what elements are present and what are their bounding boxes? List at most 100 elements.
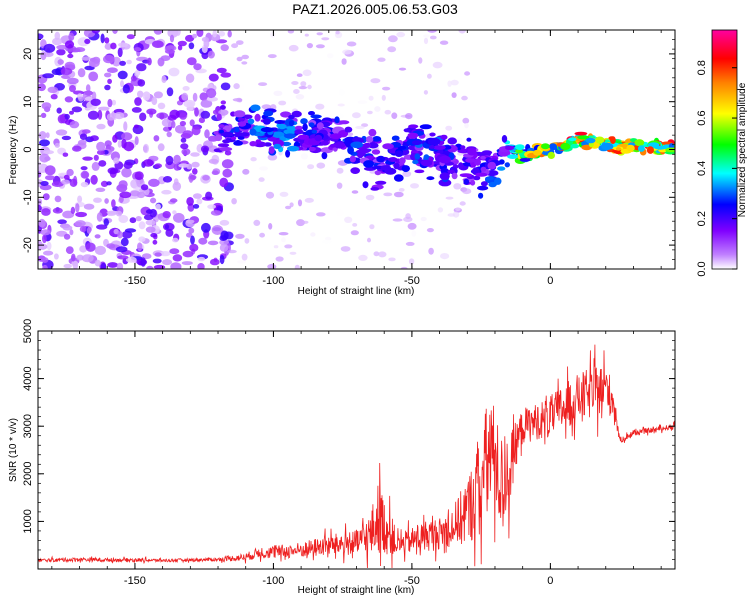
spectrogram-cell [69, 178, 78, 187]
spectrogram-cell [55, 129, 68, 136]
spectrogram-cell [113, 228, 119, 235]
spectrogram-cell [358, 148, 371, 154]
colorbar-tick-label: 0.2 [696, 211, 708, 226]
spectrogram-cell [104, 37, 110, 44]
spectrogram-cell [42, 193, 50, 201]
spectrogram-cell [427, 73, 432, 79]
spectrogram-cell [51, 68, 62, 76]
spectrogram-cell [189, 174, 197, 180]
spectrogram-cell [142, 91, 151, 101]
spectrogram-cell [227, 249, 237, 254]
spectrogram-cell [218, 124, 225, 128]
spectrogram-cell [164, 49, 176, 54]
spectrogram-y-label: Frequency (Hz) [8, 116, 19, 185]
x-tick-label: -100 [262, 575, 284, 587]
spectrogram-cell [437, 207, 444, 213]
y-tick-label: 10 [22, 96, 34, 108]
spectrogram-cell [78, 96, 84, 102]
spectrogram-cell [138, 236, 146, 242]
spectrogram-cell [295, 94, 305, 100]
spectrogram-cell [86, 227, 91, 234]
spectrogram-cell [400, 266, 408, 269]
spectrogram-cell [381, 94, 386, 101]
spectrogram-cell [96, 141, 106, 152]
spectrogram-cell [165, 45, 177, 52]
spectrogram-cell [177, 40, 187, 47]
spectrogram-cell [150, 197, 157, 204]
x-tick-label: -100 [262, 275, 284, 287]
spectrogram-cell [138, 221, 146, 230]
spectrogram-cell [315, 103, 325, 110]
spectrogram-cell [391, 112, 398, 119]
spectrogram-cell [175, 30, 181, 36]
spectrogram-cell [254, 113, 261, 122]
spectrogram-cell [405, 213, 411, 220]
spectrogram-cell [423, 154, 430, 162]
spectrogram-cell [91, 161, 100, 171]
spectrogram-cell [382, 143, 394, 150]
spectrogram-cell [451, 172, 458, 180]
spectrogram-cell [169, 109, 180, 120]
spectrogram-cell [192, 168, 198, 175]
spectrogram-cell [294, 125, 303, 131]
spectrogram-cell [162, 211, 171, 219]
spectrogram-cell [121, 230, 133, 239]
spectrogram-cell [219, 239, 230, 246]
spectrogram-cell [178, 163, 189, 168]
spectrogram-cell [467, 147, 477, 156]
x-tick-label: 0 [547, 275, 553, 287]
spectrogram-cell [116, 262, 124, 269]
spectrogram-cell [324, 236, 332, 241]
spectrogram-cell [626, 144, 635, 152]
colorbar-label: Normalized spectral amplitude [737, 82, 748, 217]
spectrogram-cell [451, 92, 457, 98]
spectrogram-cell [81, 129, 91, 134]
spectrogram-cell [143, 214, 154, 221]
spectrogram-cell [336, 167, 344, 174]
spectrogram-cell [162, 176, 173, 183]
spectrogram-cell [74, 47, 86, 53]
spectrogram-cell [423, 34, 430, 38]
spectrogram-cell [462, 117, 470, 124]
spectrogram-cell [181, 148, 191, 156]
spectrogram-cell [259, 166, 269, 171]
spectrogram-cell [373, 251, 380, 257]
spectrogram-cell [104, 198, 109, 204]
spectrogram-cell [79, 226, 87, 233]
spectrogram-cell [185, 73, 195, 83]
spectrogram-cell [402, 170, 412, 177]
spectrogram-cell [519, 158, 531, 162]
spectrogram-cell [408, 124, 419, 129]
spectrogram-cell [96, 150, 106, 155]
spectrogram-cell [157, 143, 165, 152]
spectrogram-cell [153, 30, 163, 35]
spectrogram-cell [316, 162, 326, 169]
spectrogram-cell [134, 171, 144, 181]
spectrogram-cell [258, 82, 268, 86]
spectrogram-cell [441, 94, 448, 100]
spectrogram-cell [302, 220, 309, 224]
spectrogram-cell [89, 135, 99, 142]
spectrogram-cell [208, 73, 219, 82]
spectrogram-cell [54, 195, 62, 203]
spectrogram-cell [41, 102, 52, 110]
spectrogram-cell [291, 81, 299, 85]
spectrogram-cell [311, 129, 318, 134]
spectrogram-cell [350, 230, 359, 236]
spectrogram-cell [77, 195, 83, 204]
spectrogram-cell [87, 110, 99, 120]
spectrogram-cell [64, 61, 76, 70]
spectrogram-cell [107, 78, 112, 84]
spectrogram-cell [137, 90, 144, 99]
spectrogram-cell [52, 207, 63, 214]
spectrogram-cell [338, 89, 345, 96]
spectrogram-cell [69, 110, 74, 115]
spectrogram-cell [117, 255, 129, 260]
spectrogram-cell [45, 132, 50, 139]
spectrogram-cell [54, 253, 59, 260]
spectrogram-cell [363, 142, 372, 149]
spectrogram-cell [71, 106, 83, 113]
spectrogram-cell [210, 210, 222, 216]
spectrogram-cell [153, 135, 160, 142]
spectrogram-cell [168, 67, 180, 77]
